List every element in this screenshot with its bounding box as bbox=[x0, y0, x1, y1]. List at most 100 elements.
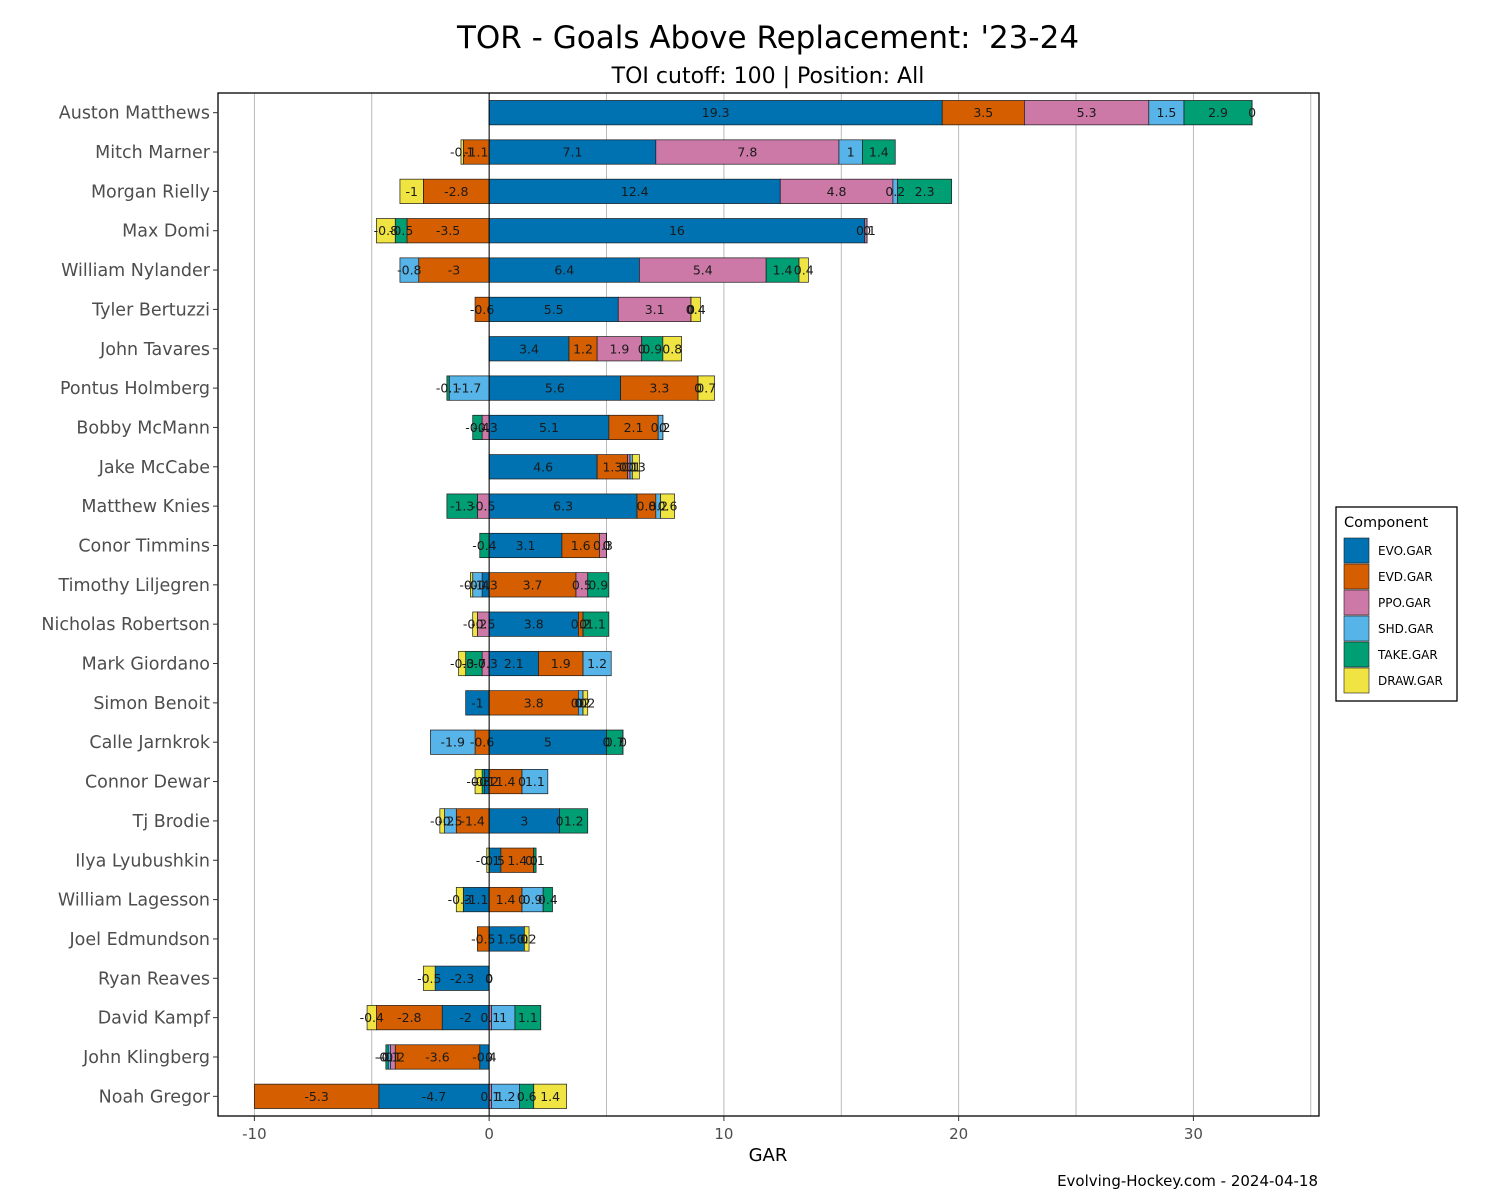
data-label: 0 bbox=[603, 538, 611, 553]
data-label: -0.3 bbox=[450, 656, 474, 671]
y-axis-label: Nicholas Robertson bbox=[41, 615, 210, 635]
bar-segment-take-gar bbox=[533, 847, 537, 873]
bar-segment-draw-gar bbox=[798, 257, 809, 283]
data-label: -0.5 bbox=[471, 931, 495, 946]
bar-segment-evd-gar bbox=[254, 1083, 380, 1109]
y-axis-label: Ryan Reaves bbox=[98, 969, 210, 989]
data-label: -1.3 bbox=[450, 499, 474, 514]
y-axis-label: Bobby McMann bbox=[76, 418, 210, 438]
bar-segment-evd-gar bbox=[488, 769, 523, 795]
data-label: 0 bbox=[574, 695, 582, 710]
data-label: -1 bbox=[405, 184, 417, 199]
bar-segment-shd-gar bbox=[582, 650, 612, 677]
data-label: 0 bbox=[863, 223, 871, 238]
data-label: 0.2 bbox=[885, 184, 905, 199]
data-label: 0 bbox=[520, 931, 528, 946]
data-label: -2 bbox=[459, 1010, 471, 1025]
bar-segment-evd-gar bbox=[394, 1044, 481, 1070]
data-label: 5.5 bbox=[544, 302, 564, 317]
data-label: 0.1 bbox=[619, 459, 639, 474]
bar-segment-evo-gar bbox=[488, 493, 638, 519]
data-label: 0.2 bbox=[571, 617, 591, 632]
data-label: 5 bbox=[544, 735, 552, 750]
player-row: -0.4-3.6-0.2-0.1-0.10 bbox=[375, 1044, 497, 1070]
data-label: 5.1 bbox=[539, 420, 559, 435]
player-row: 0.5 1.4 000.1-0.1 bbox=[476, 847, 545, 873]
bar-segment-draw-gar bbox=[662, 336, 682, 362]
player-row: -2 -2.8 0.11 1.1 -0.4 bbox=[360, 1005, 542, 1031]
data-label: 1.4 bbox=[869, 145, 889, 160]
player-row: -1.1 1.4 00.90.4 -0.3 bbox=[448, 887, 558, 913]
data-label: -0.1 bbox=[450, 145, 474, 160]
bar-segment-ppo-gar bbox=[1024, 100, 1150, 126]
data-label: 3.8 bbox=[524, 695, 544, 710]
y-axis-label: Noah Gregor bbox=[99, 1087, 211, 1107]
data-label: 0 bbox=[556, 813, 564, 828]
plot-border bbox=[217, 92, 1320, 1117]
data-label: 2.3 bbox=[915, 184, 935, 199]
bar-segment-draw-gar bbox=[376, 218, 396, 244]
x-tick-label: 0 bbox=[484, 1125, 494, 1143]
bar-segment-take-gar bbox=[559, 808, 589, 834]
legend-label: PPO.GAR bbox=[1378, 596, 1431, 610]
bar-segment-ppo-gar bbox=[655, 139, 840, 165]
data-label: 0.3 bbox=[626, 459, 646, 474]
data-label: -3.6 bbox=[425, 1049, 449, 1064]
player-row: 2.1 1.9 -0.3 1.2 -0.7-0.3 bbox=[450, 650, 612, 677]
bar-segment-evd-gar bbox=[568, 336, 598, 362]
data-label: 5.4 bbox=[693, 263, 713, 278]
legend: Component EVO.GAR EVD.GAR PPO.GAR SHD.GAR TA… bbox=[1335, 506, 1458, 702]
bar-segment-take-gar bbox=[582, 611, 610, 637]
bar-segment-draw-gar bbox=[439, 808, 445, 834]
data-label: 1.5 bbox=[1156, 105, 1176, 120]
x-tick-label: 30 bbox=[1184, 1125, 1203, 1143]
data-label: 0 bbox=[603, 735, 611, 750]
bar-segment-evd-gar bbox=[488, 572, 577, 598]
legend-swatch bbox=[1343, 615, 1370, 642]
bar-segment-ppo-gar bbox=[779, 178, 894, 204]
data-label: 2.1 bbox=[504, 656, 524, 671]
bar-segment-draw-gar bbox=[660, 493, 675, 519]
chart-caption: Evolving-Hockey.com - 2024-04-18 bbox=[1057, 1172, 1318, 1190]
bar-segment-draw-gar bbox=[455, 887, 464, 913]
player-row: 12.4 -2.8 4.8 0.2 2.3 -1 bbox=[399, 178, 952, 204]
data-label: 1.6 bbox=[571, 538, 591, 553]
y-axis-label: Tyler Bertuzzi bbox=[91, 300, 210, 320]
y-axis-label: Morgan Rielly bbox=[91, 182, 210, 202]
player-row: -2.30000-0.5 bbox=[417, 965, 493, 991]
data-label: -1.1 bbox=[464, 892, 488, 907]
player-row: 6.4 -3 5.4 -0.8 1.4 0.4 bbox=[397, 257, 814, 283]
data-label: 0 bbox=[520, 931, 528, 946]
bar-segment-draw-gar bbox=[460, 139, 464, 165]
legend-swatch bbox=[1343, 537, 1370, 564]
data-label: -1.1 bbox=[464, 145, 488, 160]
y-axis-label: Max Domi bbox=[122, 222, 210, 242]
data-label: -2.8 bbox=[397, 1010, 421, 1025]
data-label: -0.1 bbox=[375, 1049, 399, 1064]
data-label: 16 bbox=[669, 223, 685, 238]
data-label: 0.9 bbox=[523, 892, 543, 907]
data-label: -0.4 bbox=[472, 538, 496, 553]
data-label: -0.7 bbox=[462, 656, 486, 671]
data-label: 0.4 bbox=[538, 892, 558, 907]
data-label: -0.1 bbox=[377, 1049, 401, 1064]
y-axis-label: Mitch Marner bbox=[95, 143, 211, 163]
legend-swatch bbox=[1343, 641, 1370, 668]
data-label: 0.2 bbox=[575, 695, 595, 710]
data-label: -0.5 bbox=[417, 971, 441, 986]
legend-swatch bbox=[1343, 667, 1370, 694]
data-label: 0 bbox=[638, 341, 646, 356]
bar-segment-take-gar bbox=[1183, 100, 1253, 126]
player-row: 3.8 0.2-0.5 01.1-0.2 bbox=[463, 611, 610, 637]
player-row: 3 -1.4 0 -0.5 1.2 -0.2 bbox=[430, 808, 589, 834]
data-label: 0.7 bbox=[696, 381, 716, 396]
data-label: 0.1 bbox=[480, 1010, 500, 1025]
data-label: 7.8 bbox=[737, 145, 757, 160]
data-label: 1 bbox=[847, 145, 855, 160]
data-label: 0 bbox=[530, 853, 538, 868]
bar-segment-evo-gar bbox=[488, 650, 539, 677]
chart-subtitle: TOI cutoff: 100 | Position: All bbox=[611, 64, 925, 89]
data-label: -0.3 bbox=[466, 774, 490, 789]
data-label: -0.6 bbox=[470, 735, 494, 750]
